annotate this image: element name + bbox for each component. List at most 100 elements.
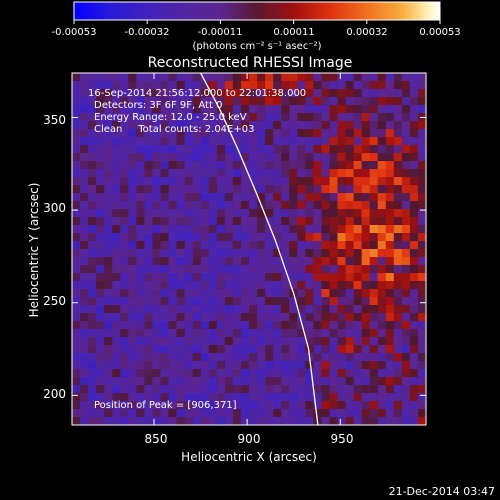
heatmap-pixel	[72, 321, 81, 330]
heatmap-pixel	[369, 113, 379, 122]
heatmap-pixel	[96, 417, 105, 425]
heatmap-pixel	[273, 97, 282, 106]
heatmap-pixel	[353, 225, 363, 234]
heatmap-pixel	[409, 121, 419, 130]
heatmap-pixel	[224, 401, 234, 410]
heatmap-pixel	[224, 273, 234, 282]
heatmap-pixel	[112, 265, 121, 274]
heatmap-pixel	[192, 257, 202, 266]
heatmap-pixel	[120, 113, 129, 122]
heatmap-pixel	[305, 193, 314, 202]
heatmap-pixel	[281, 209, 290, 218]
heatmap-pixel	[337, 305, 346, 314]
heatmap-pixel	[192, 377, 202, 386]
heatmap-pixel	[273, 121, 282, 130]
heatmap-pixel	[329, 265, 338, 274]
heatmap-pixel	[249, 73, 258, 82]
colorbar-ticks	[73, 20, 441, 24]
heatmap-pixel	[297, 233, 306, 242]
heatmap-pixel	[120, 89, 129, 98]
heatmap-pixel	[112, 361, 121, 370]
heatmap-pixel	[200, 329, 210, 338]
heatmap-pixel	[184, 281, 194, 290]
heatmap-pixel	[216, 73, 226, 82]
heatmap-pixel	[385, 241, 395, 250]
heatmap-pixel	[353, 257, 363, 266]
heatmap-pixel	[232, 369, 242, 378]
heatmap-pixel	[176, 97, 186, 106]
heatmap-pixel	[72, 409, 81, 418]
heatmap-pixel	[88, 153, 97, 162]
heatmap-pixel	[369, 145, 379, 154]
heatmap-pixel	[152, 393, 161, 402]
heatmap-pixel	[321, 121, 330, 130]
heatmap-pixel	[136, 209, 145, 218]
heatmap-pixel	[265, 305, 274, 314]
heatmap-pixel	[176, 89, 186, 98]
heatmap-pixel	[337, 361, 346, 370]
heatmap-pixel	[240, 193, 250, 202]
heatmap-pixel	[393, 193, 403, 202]
heatmap-pixel	[176, 345, 186, 354]
heatmap-pixel	[409, 249, 419, 258]
heatmap-pixel	[192, 305, 202, 314]
heatmap-pixel	[120, 361, 129, 370]
heatmap-pixel	[112, 409, 121, 418]
heatmap-pixel	[232, 129, 242, 138]
heatmap-pixel	[321, 145, 330, 154]
heatmap-pixel	[345, 129, 354, 138]
heatmap-pixel	[200, 249, 210, 258]
info-time-range: 16-Sep-2014 21:56:12.000 to 22:01:38.000	[88, 88, 306, 99]
heatmap-pixel	[88, 113, 97, 122]
heatmap-pixel	[216, 273, 226, 282]
heatmap-pixel	[281, 337, 290, 346]
heatmap-pixel	[353, 353, 363, 362]
heatmap-pixel	[240, 377, 250, 386]
heatmap-pixel	[96, 289, 105, 298]
heatmap-pixel	[401, 97, 411, 106]
heatmap-pixel	[128, 193, 137, 202]
heatmap-pixel	[353, 305, 363, 314]
heatmap-pixel	[240, 305, 250, 314]
heatmap-pixel	[313, 153, 322, 162]
heatmap-pixel	[176, 137, 186, 146]
heatmap-pixel	[409, 89, 419, 98]
heatmap-pixel	[361, 201, 371, 210]
heatmap-pixel	[337, 329, 346, 338]
heatmap-pixel	[160, 337, 169, 346]
heatmap-pixel	[329, 113, 338, 122]
heatmap-pixel	[88, 409, 97, 418]
heatmap-pixel	[345, 145, 354, 154]
heatmap-pixel	[417, 233, 426, 242]
heatmap-pixel	[385, 217, 395, 226]
heatmap-pixel	[265, 393, 274, 402]
heatmap-pixel	[417, 313, 426, 322]
heatmap-pixel	[361, 257, 371, 266]
heatmap-pixel	[329, 249, 338, 258]
heatmap-pixel	[345, 273, 354, 282]
heatmap-pixel	[265, 241, 274, 250]
heatmap-pixel	[168, 289, 177, 298]
heatmap-pixel	[345, 161, 354, 170]
heatmap-pixel	[72, 161, 81, 170]
heatmap-pixel	[232, 265, 242, 274]
heatmap-pixel	[289, 321, 298, 330]
heatmap-pixel	[128, 401, 137, 410]
heatmap-pixel	[144, 209, 153, 218]
heatmap-pixel	[128, 345, 137, 354]
heatmap-pixel	[409, 417, 419, 425]
heatmap-pixel	[88, 169, 97, 178]
heatmap-pixel	[369, 201, 379, 210]
heatmap-pixel	[409, 81, 419, 90]
heatmap-pixel	[152, 377, 161, 386]
heatmap-pixel	[120, 145, 129, 154]
heatmap-pixel	[120, 385, 129, 394]
y-tick-label: 350	[43, 113, 66, 127]
heatmap-pixel	[176, 337, 186, 346]
heatmap-pixel	[224, 265, 234, 274]
heatmap-pixel	[401, 209, 411, 218]
heatmap-pixel	[176, 257, 186, 266]
heatmap-pixel	[200, 313, 210, 322]
heatmap-pixel	[305, 153, 314, 162]
heatmap-pixel	[273, 281, 282, 290]
